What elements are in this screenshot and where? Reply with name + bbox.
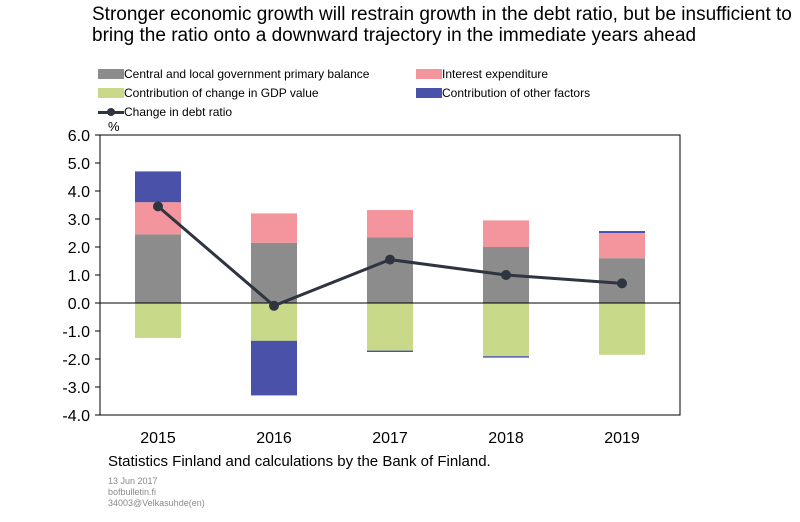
legend-item-other-factors: Contribution of other factors (416, 86, 590, 100)
legend-swatch-other-factors (416, 88, 442, 98)
x-tick-label-2016: 2016 (256, 430, 292, 447)
legend-label-primary-balance: Central and local government primary bal… (124, 67, 370, 81)
x-tick-label-2019: 2019 (604, 430, 640, 447)
bar-2016-series-3 (251, 340, 297, 396)
y-unit-label: % (108, 119, 120, 134)
legend-swatch-debt-ratio-change (98, 107, 124, 117)
debt-ratio-point-2017 (385, 254, 395, 265)
bar-2015-series-0 (135, 234, 181, 303)
legend-label-debt-ratio-change: Change in debt ratio (124, 105, 233, 119)
bar-2017-series-2 (367, 303, 413, 351)
debt-ratio-point-2016 (269, 300, 279, 311)
legend-label-interest-expenditure: Interest expenditure (442, 67, 549, 81)
bars (135, 171, 645, 396)
legend-item-interest-expenditure: Interest expenditure (416, 67, 548, 81)
bar-2015-series-2 (135, 303, 181, 338)
legend-swatch-gdp-contribution (98, 88, 124, 98)
footer-date: 13 Jun 2017 (108, 476, 158, 486)
plot-border (99, 134, 681, 416)
x-tick-label-2015: 2015 (140, 430, 176, 447)
bar-2015-series-3 (135, 171, 181, 203)
x-tick-label-2018: 2018 (488, 430, 524, 447)
y-tick-label: 5.0 (68, 156, 90, 173)
y-tick-label: -4.0 (62, 408, 90, 425)
bar-2018-series-3 (483, 356, 529, 358)
y-tick-label: 3.0 (68, 212, 90, 229)
bar-2018-series-1 (483, 220, 529, 247)
x-axis-ticks: 2015 2016 2017 2018 2019 (140, 430, 640, 447)
legend-swatch-primary-balance (98, 69, 124, 79)
source-note: Statistics Finland and calculations by t… (108, 453, 491, 470)
legend-item-gdp-contribution: Contribution of change in GDP value (98, 86, 319, 100)
bar-2017-series-1 (367, 210, 413, 238)
y-tick-label: 2.0 (68, 240, 90, 257)
y-tick-label: -2.0 (62, 352, 90, 369)
y-tick-label: 0.0 (68, 296, 90, 313)
debt-ratio-point-2018 (501, 270, 511, 280)
legend-swatch-interest-expenditure (416, 69, 442, 79)
legend: Central and local government primary bal… (98, 66, 698, 122)
legend-label-gdp-contribution: Contribution of change in GDP value (124, 86, 319, 100)
debt-ratio-line-group (153, 201, 627, 311)
legend-item-primary-balance: Central and local government primary bal… (98, 67, 369, 81)
legend-item-debt-ratio-change: Change in debt ratio (98, 105, 232, 119)
y-tick-label: -3.0 (62, 380, 90, 397)
plot-frame (99, 134, 681, 416)
y-tick-label: 6.0 (68, 128, 90, 145)
y-tick-label: 4.0 (68, 184, 90, 201)
bar-2019-series-2 (599, 303, 645, 355)
y-axis-ticks: 6.0 5.0 4.0 3.0 2.0 1.0 0.0 -1.0 -2.0 -3.0 -4.0 (62, 128, 100, 425)
bar-2019-series-3 (599, 231, 645, 233)
bar-2017-series-0 (367, 237, 413, 303)
footer-chart-id: 34003@Velkasuhde(en) (108, 498, 205, 508)
footer-website: bofbulletin.fi (108, 487, 157, 497)
bar-2016-series-1 (251, 213, 297, 243)
bar-2017-series-3 (367, 350, 413, 352)
bar-2018-series-2 (483, 303, 529, 357)
legend-label-other-factors: Contribution of other factors (442, 86, 591, 100)
y-tick-label: -1.0 (62, 324, 90, 341)
debt-ratio-point-2015 (153, 201, 163, 212)
chart-title: Stronger economic growth will restrain g… (92, 4, 792, 46)
bar-2019-series-1 (599, 233, 645, 259)
x-tick-label-2017: 2017 (372, 430, 408, 447)
debt-ratio-point-2019 (617, 278, 627, 289)
y-tick-label: 1.0 (68, 268, 90, 285)
